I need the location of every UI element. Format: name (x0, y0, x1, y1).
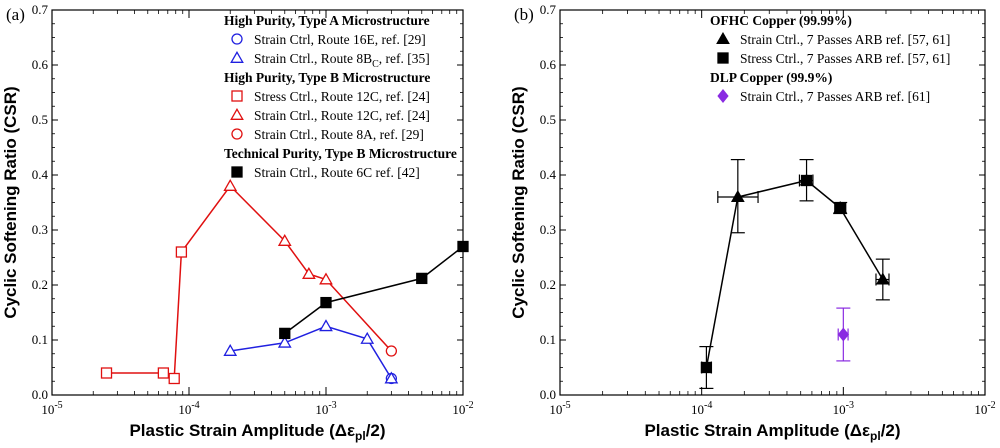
panel-label: (b) (514, 5, 534, 24)
data-point-triangle (277, 233, 292, 246)
data-point-square (175, 246, 188, 258)
data-point-triangle (277, 335, 292, 348)
y-tick-label: 0.5 (32, 112, 48, 127)
series-line (705, 179, 884, 368)
legend: High Purity, Type A Microstructure Strain… (224, 13, 457, 180)
y-tick-label: 0.5 (540, 112, 556, 127)
legend-title: OFHC Copper (99.99%) (710, 13, 852, 28)
x-axis-label: Plastic Strain Amplitude (Δεpl/2) (129, 421, 385, 443)
legend-marker-triangle (230, 50, 244, 63)
y-tick-label: 0.2 (32, 277, 48, 292)
legend-entry: Strain Ctrl, Route 16E, ref. [29] (254, 32, 426, 47)
legend-title: DLP Copper (99.9%) (710, 70, 832, 85)
data-point-square (100, 367, 113, 379)
y-tick-label: 0.3 (32, 222, 48, 237)
x-axis-ticks: 10-5 10-4 10-3 10-2 (549, 10, 996, 417)
legend: OFHC Copper (99.99%) Strain Ctrl., 7 Pass… (710, 13, 950, 104)
y-tick-label: 0.7 (32, 2, 49, 17)
x-tick-label: 10-4 (691, 400, 712, 417)
data-point-triangle (875, 272, 890, 285)
y-tick-label: 0.4 (32, 167, 49, 182)
data-point-triangle (360, 331, 375, 344)
series-line (284, 245, 464, 335)
legend-marker-triangle (716, 31, 730, 44)
legend-entry: Strain Ctrl., 7 Passes ARB ref. [57, 61] (740, 32, 950, 47)
legend-title: High Purity, Type A Microstructure (224, 13, 430, 28)
data-point-diamond (837, 327, 849, 342)
y-axis-label: Cyclic Softening Ratio (CSR) (1, 86, 20, 318)
x-tick-label: 10-4 (178, 400, 199, 417)
x-tick-label: 10-3 (833, 400, 854, 417)
legend-entry: Strain Ctrl., Route 8A, ref. [29] (254, 127, 424, 142)
data-point-triangle (319, 319, 333, 332)
data-point-triangle (223, 178, 238, 191)
y-tick-label: 0.0 (32, 387, 48, 402)
data-point-square (320, 296, 332, 309)
data-point-circle (385, 345, 398, 357)
legend-entry: Stress Ctrl., 7 Passes ARB ref. [57, 61] (740, 51, 950, 66)
series-line (106, 184, 392, 380)
legend-entry: Strain Ctrl., 7 Passes ARB ref. [61] (740, 89, 930, 104)
data-point-square (800, 174, 813, 187)
y-tick-label: 0.1 (540, 332, 556, 347)
x-axis-label: Plastic Strain Amplitude (Δεpl/2) (644, 421, 900, 443)
plot-frame (559, 9, 986, 396)
y-tick-label: 0.3 (540, 222, 556, 237)
y-axis-label: Cyclic Softening Ratio (CSR) (509, 86, 528, 318)
panel-b: 0.0 0.1 0.2 0.3 0.4 0.5 0.6 0.7 10-5 10-4 10-3 10-2… (509, 2, 996, 443)
legend-marker-square (231, 166, 243, 178)
y-tick-label: 0.4 (540, 167, 557, 182)
y-tick-label: 0.2 (540, 277, 556, 292)
data-point-square (416, 272, 428, 285)
x-axis-ticks: 10-5 10-4 10-3 10-2 (41, 10, 474, 417)
data-point-square (700, 361, 713, 374)
panel-label: (a) (6, 5, 25, 24)
plot-frame (51, 9, 464, 396)
data-point-square (457, 240, 469, 253)
legend-entry: Stress Ctrl., Route 12C, ref. [24] (254, 89, 430, 104)
panel-a: 0.0 0.1 0.2 0.3 0.4 0.5 0.6 0.7 10-5 10-4 10-3 10-2… (1, 2, 474, 443)
legend-marker-circle (231, 128, 243, 140)
legend-entry: Strain Ctrl., Route 6C ref. [42] (254, 165, 420, 180)
legend-marker-square (717, 52, 729, 64)
data-point-square (834, 202, 846, 214)
x-tick-label: 10-5 (41, 400, 62, 417)
y-tick-label: 0.6 (32, 57, 49, 72)
legend-entry: Strain Ctrl., Route 8BC, ref. [35] (254, 51, 430, 70)
data-point-square (279, 327, 291, 340)
y-tick-label: 0.7 (540, 2, 557, 17)
x-tick-label: 10-2 (974, 400, 995, 417)
x-tick-label: 10-2 (452, 400, 473, 417)
data-point-triangle (223, 343, 238, 356)
y-axis-ticks: 0.0 0.1 0.2 0.3 0.4 0.5 0.6 0.7 (540, 2, 985, 402)
y-tick-label: 0.0 (540, 387, 556, 402)
y-axis-ticks: 0.0 0.1 0.2 0.3 0.4 0.5 0.6 0.7 (32, 2, 463, 402)
data-point-triangle (319, 272, 333, 285)
legend-marker-circle (231, 33, 243, 45)
x-tick-label: 10-3 (315, 400, 336, 417)
data-point-triangle (302, 266, 316, 279)
legend-marker-square (231, 90, 243, 102)
legend-marker-triangle (230, 107, 244, 120)
data-point-triangle (384, 371, 399, 384)
x-tick-label: 10-5 (549, 400, 570, 417)
legend-entry: Strain Ctrl., Route 12C, ref. [24] (254, 108, 430, 123)
data-point-square (157, 367, 170, 379)
y-tick-label: 0.6 (540, 57, 557, 72)
legend-marker-diamond (717, 88, 729, 104)
legend-title: Technical Purity, Type B Microstructure (224, 146, 457, 161)
y-tick-label: 0.1 (32, 332, 48, 347)
data-point-triangle (730, 189, 745, 202)
data-point-square (168, 372, 180, 385)
legend-title: High Purity, Type B Microstructure (224, 70, 430, 85)
